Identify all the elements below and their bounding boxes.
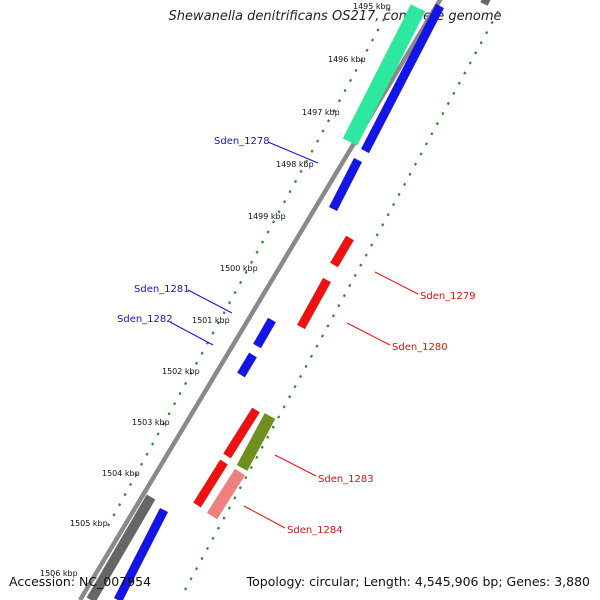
- kbp-label: 1504 kbp: [102, 469, 140, 478]
- pink-gene-bar: [206, 468, 246, 520]
- leader-line: [374, 271, 419, 295]
- kbp-label: 1498 kbp: [276, 160, 314, 169]
- leader-line: [187, 289, 233, 314]
- gene-label-sden-1283: Sden_1283: [318, 474, 374, 485]
- kbp-label: 1497 kbp: [302, 108, 340, 117]
- gene-arrow-reverse: [223, 407, 260, 459]
- leader-line: [274, 454, 317, 477]
- kbp-label: 1506 kbp: [40, 569, 78, 578]
- gray-gene-bar: [86, 494, 156, 600]
- gene-arrow-reverse: [330, 235, 354, 268]
- topology-text: Topology: circular; Length: 4,545,906 bp…: [246, 574, 590, 589]
- rna-feature-bar: [342, 4, 426, 146]
- olive-gene-bar: [236, 413, 276, 471]
- kbp-label: 1503 kbp: [132, 418, 170, 427]
- gene-arrow-forward: [253, 317, 276, 349]
- gene-label-sden-1284: Sden_1284: [287, 525, 343, 536]
- gene-arrow-reverse: [193, 459, 228, 508]
- gene-label-leaders: [169, 141, 419, 529]
- gene-label-sden-1280: Sden_1280: [392, 342, 448, 353]
- gene-arrow-forward: [113, 507, 169, 600]
- gene-label-sden-1279: Sden_1279: [420, 291, 476, 302]
- kbp-label: 1501 kbp: [192, 316, 230, 325]
- kbp-tick-labels: 1495 kbp 1496 kbp 1497 kbp 1498 kbp 1499…: [40, 2, 391, 578]
- gene-arrow-forward: [328, 157, 363, 212]
- leader-line: [243, 505, 286, 529]
- kbp-label: 1496 kbp: [328, 55, 366, 64]
- kbp-label: 1502 kbp: [162, 367, 200, 376]
- gene-label-sden-1278: Sden_1278: [214, 136, 270, 147]
- leader-line: [169, 321, 214, 346]
- gray-gene-bar: [480, 0, 491, 6]
- leader-line: [267, 141, 319, 164]
- gene-label-sden-1282: Sden_1282: [117, 314, 173, 325]
- genome-backbone: [78, 0, 443, 600]
- kbp-label: 1499 kbp: [248, 212, 286, 221]
- gene-arrow-forward: [361, 3, 444, 154]
- gene-label-sden-1281: Sden_1281: [134, 284, 190, 295]
- gene-labels: Sden_1278 Sden_1279 Sden_1280 Sden_1281 …: [117, 136, 476, 536]
- leader-line: [346, 322, 391, 346]
- kbp-label: 1500 kbp: [220, 264, 258, 273]
- kbp-label: 1505 kbp: [70, 519, 108, 528]
- accession-text: Accession: NC_007954: [9, 574, 152, 589]
- gene-arrow-forward: [237, 352, 257, 378]
- gene-arrow-reverse: [297, 277, 331, 330]
- kbp-label: 1495 kbp: [353, 2, 391, 11]
